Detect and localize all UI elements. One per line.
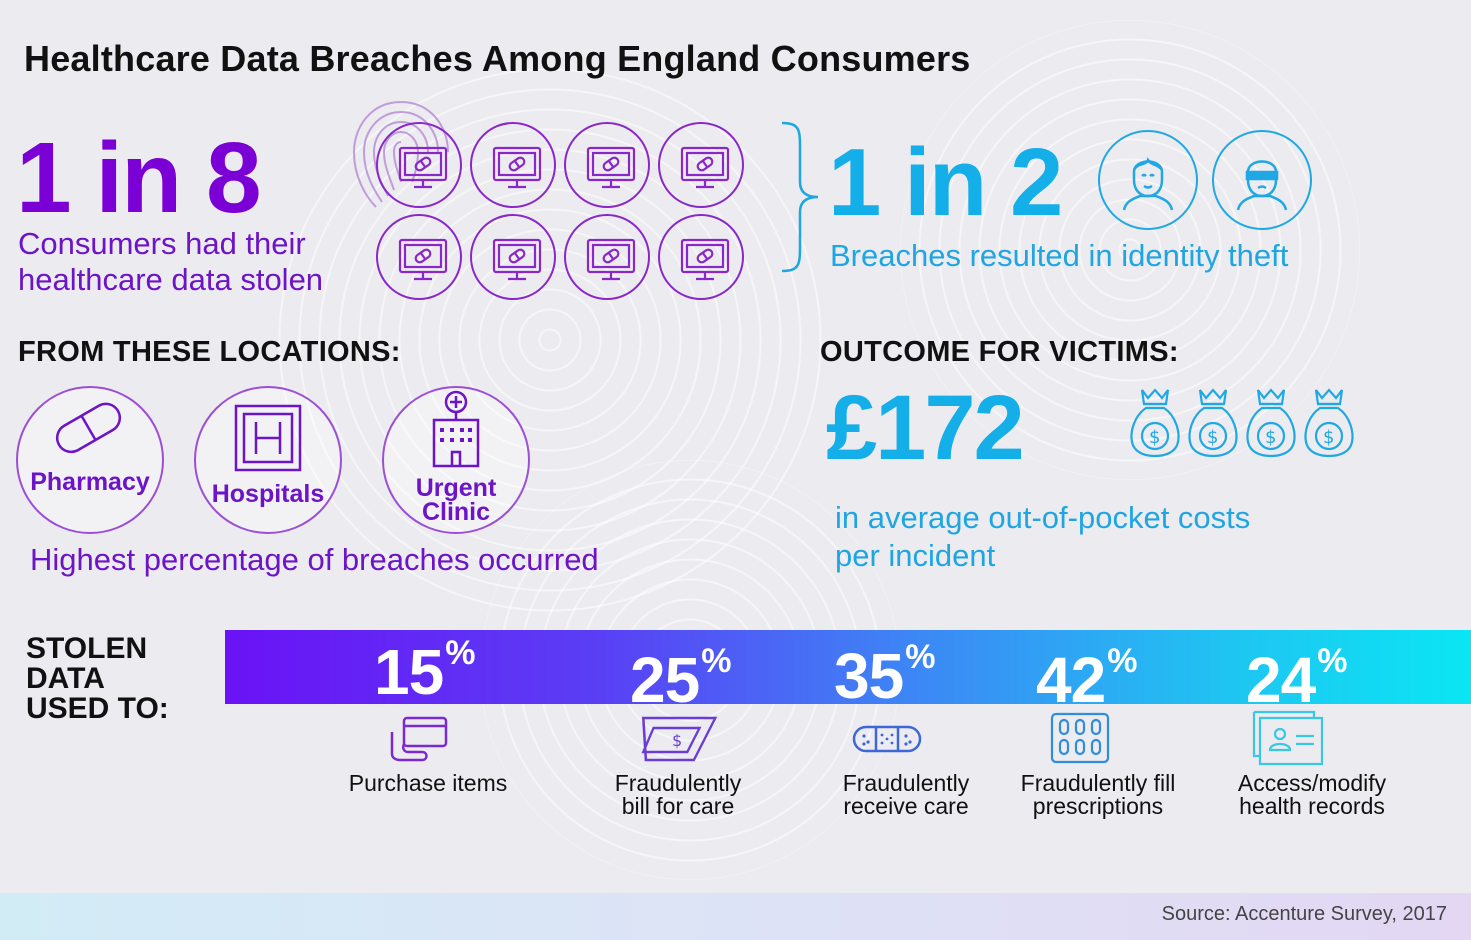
outcome-caption: in average out-of-pocket costs per incid… [835,499,1250,575]
use-label: Access/modify health records [1202,772,1422,818]
money-bag-icon: $ [1302,386,1356,465]
monitor-pill-icon [376,122,462,208]
identity-description: Breaches resulted in identity theft [830,238,1289,273]
use-label-line2: prescriptions [1032,793,1164,819]
uses-heading-line1: STOLEN [26,632,148,665]
use-percent: 24% [1246,644,1347,712]
use-label-line2: receive care [843,793,969,819]
svg-text:$: $ [1323,427,1334,448]
svg-text:$: $ [672,731,682,750]
location-label: Urgent Clinic [384,474,528,526]
outcome-amount: £172 [826,377,1025,479]
uses-heading-line3: USED TO: [26,692,169,725]
percent-value: 25 [630,644,700,716]
health-record-icon [1252,710,1324,766]
uses-heading-line2: DATA [26,662,105,695]
use-percent: 25% [630,644,731,712]
bill-icon: $ [641,716,718,762]
location-label: Hospitals [211,480,325,508]
location-pharmacy: Pharmacy [16,386,164,534]
percent-unit: % [1107,642,1137,680]
use-label-line1: Fraudulently [842,770,970,796]
outcome-caption-line1: in average out-of-pocket costs [835,500,1251,535]
percent-value: 42 [1036,644,1106,716]
monitor-pill-icon [470,214,556,300]
stolen-description-line2: healthcare data stolen [18,262,324,297]
use-label-line1: Fraudulently fill [1020,770,1176,796]
money-bag-icon: $ [1244,386,1298,465]
outcome-caption-line2: per incident [835,538,996,573]
stolen-ratio: 1 in 8 [16,122,262,234]
use-label: Purchase items [318,772,538,795]
bracket-icon [781,121,819,273]
percent-value: 24 [1246,644,1316,716]
uses-gradient-bar [225,630,1471,704]
percent-unit: % [445,634,475,672]
monitor-pill-icon [470,122,556,208]
use-percent: 15% [374,636,475,704]
person-icon [1098,130,1198,230]
location-label-line2: Clinic [421,498,491,526]
locations-caption: Highest percentage of breaches occurred [30,542,599,577]
uses-heading: STOLEN DATA USED TO: [26,634,169,724]
use-label-line1: Access/modify [1237,770,1387,796]
source-note: Source: Accenture Survey, 2017 [1161,903,1447,925]
use-label: Fraudulently receive care [796,772,1016,818]
use-label: Fraudulently bill for care [568,772,788,818]
percent-unit: % [905,638,935,676]
percent-unit: % [1317,642,1347,680]
money-bag-icon: $ [1186,386,1240,465]
thief-icon [1212,130,1312,230]
monitor-pill-icon [564,122,650,208]
stolen-description: Consumers had their healthcare data stol… [18,226,323,298]
percent-value: 35 [834,640,904,712]
pill-icon [55,402,122,454]
location-label: Pharmacy [30,468,150,496]
footer-band [0,893,1471,940]
outcome-heading: OUTCOME FOR VICTIMS: [820,336,1179,368]
money-bag-icon: $ [1128,386,1182,465]
monitor-pill-icon [658,214,744,300]
locations-heading: FROM THESE LOCATIONS: [18,336,401,368]
percent-unit: % [701,642,731,680]
location-hospitals: Hospitals [194,386,342,534]
stolen-description-line1: Consumers had their [18,226,306,261]
identity-ratio: 1 in 2 [828,129,1063,236]
location-label-line1: Urgent [415,474,497,502]
clinic-icon [432,390,480,468]
svg-text:$: $ [1149,427,1160,448]
use-percent: 35% [834,640,935,708]
monitor-pill-icon [658,122,744,208]
use-label-line2: health records [1239,793,1385,819]
bandage-icon [852,725,922,753]
svg-text:$: $ [1207,427,1218,448]
svg-text:$: $ [1265,427,1276,448]
monitor-pill-icon [564,214,650,300]
use-label: Fraudulently fill prescriptions [990,772,1206,818]
use-label-line1: Purchase items [348,770,508,796]
use-label-line1: Fraudulently [614,770,742,796]
page-title: Healthcare Data Breaches Among England C… [24,38,971,79]
use-label-line2: bill for care [621,793,735,819]
credit-card-icon [390,716,448,762]
hospital-icon [234,404,302,472]
location-urgent-clinic: Urgent Clinic [382,386,530,534]
use-percent: 42% [1036,644,1137,712]
monitor-pill-icon [376,214,462,300]
percent-value: 15 [374,636,444,708]
pill-pack-icon [1050,712,1110,764]
